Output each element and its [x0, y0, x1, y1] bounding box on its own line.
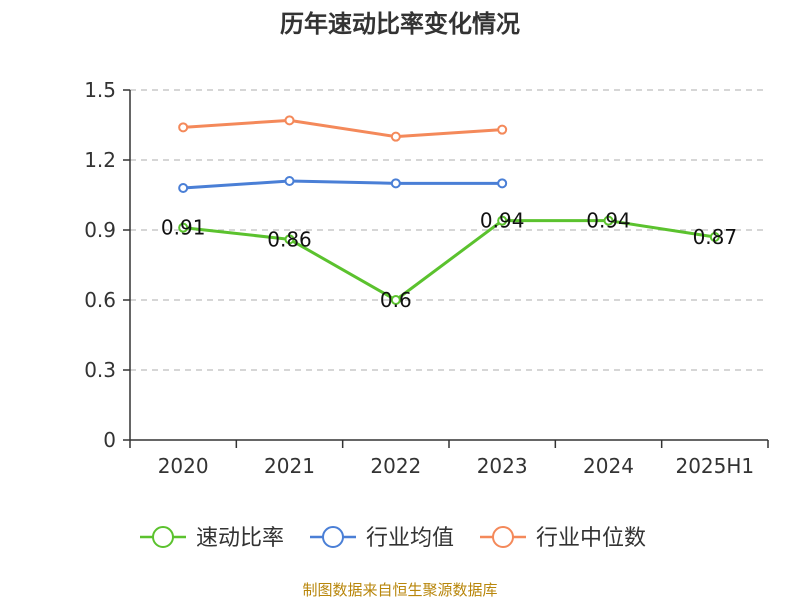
y-tick-label: 1.2 — [84, 148, 116, 172]
x-tick-label: 2022 — [370, 454, 421, 478]
data-label: 0.94 — [480, 209, 525, 233]
data-point — [284, 115, 295, 126]
y-tick-label: 0.6 — [84, 288, 116, 312]
x-tick-label: 2023 — [477, 454, 528, 478]
data-point — [709, 232, 720, 242]
data-label: 0.86 — [267, 227, 312, 251]
data-label: 0.94 — [586, 209, 631, 233]
source-note: 制图数据来自恒生聚源数据库 — [302, 581, 497, 599]
legend-swatch-marker — [322, 526, 344, 548]
data-point — [284, 234, 295, 245]
y-tick-label: 1.5 — [84, 78, 116, 102]
chart-title: 历年速动比率变化情况 — [280, 10, 520, 38]
data-label: 0.91 — [161, 216, 206, 240]
x-tick-label: 2025H1 — [675, 454, 754, 478]
y-tick-label: 0.3 — [84, 358, 116, 382]
legend: 速动比率 行业均值 行业中位数 — [140, 526, 646, 551]
series-line-2 — [183, 118, 503, 139]
legend-swatch-marker — [152, 526, 174, 548]
legend-label: 行业均值 — [366, 526, 454, 551]
data-point — [390, 178, 401, 189]
y-tick-label: 0 — [103, 428, 116, 452]
data-label: 0.6 — [380, 288, 412, 312]
data-point — [390, 131, 401, 142]
axes: 0 0.3 0.6 0.9 1.2 1.5 2020 2021 2022 2023 2024 2025… — [84, 78, 769, 478]
data-point — [390, 295, 401, 305]
y-tick-label: 0.9 — [84, 218, 116, 242]
data-point — [497, 215, 508, 226]
data-point — [178, 222, 189, 233]
legend-label: 行业中位数 — [536, 526, 646, 551]
data-point — [497, 124, 508, 135]
legend-swatch-marker — [492, 526, 514, 548]
legend-label: 速动比率 — [196, 526, 284, 551]
data-label: 0.87 — [693, 225, 738, 249]
data-point — [178, 183, 189, 193]
data-point — [603, 215, 614, 226]
data-point — [284, 176, 295, 186]
data-labels: 0.91 0.86 0.6 0.94 0.94 0.87 — [161, 209, 737, 312]
series-layer — [178, 115, 720, 305]
x-tick-label: 2024 — [583, 454, 634, 478]
series-line-0 — [183, 219, 716, 302]
series-line-1 — [183, 179, 503, 190]
data-point — [178, 122, 189, 133]
x-tick-label: 2021 — [264, 454, 315, 478]
x-tick-label: 2020 — [158, 454, 209, 478]
data-point — [497, 178, 508, 189]
